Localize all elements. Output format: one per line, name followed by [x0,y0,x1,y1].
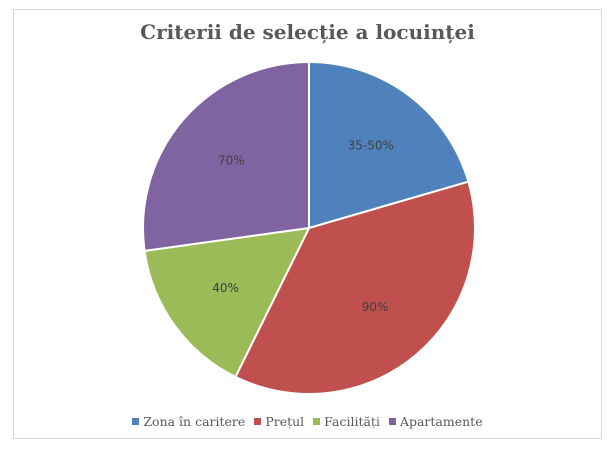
legend-label-pretul: Prețul [265,414,305,429]
pie-slice-apartamente [142,60,310,253]
chart-frame: Criterii de selecție a locuinței 35-50% 9… [13,9,602,439]
legend-entry-apartamente: Apartamente [388,414,483,429]
legend-swatch-apartamente [388,418,396,425]
slice-label-zona: 35-50% [348,139,394,153]
slice-label-apartamente: 70% [218,153,245,167]
pie-slice-facilitati [143,226,311,379]
slice-label-pretul: 90% [362,300,389,314]
pie-slice-pretul [234,180,476,395]
legend-entry-pretul: Prețul [254,414,304,429]
legend-label-facilitati: Facilități [324,414,380,429]
legend-entry-zona: Zona în caritere [132,414,245,429]
legend-label-apartamente: Apartamente [399,414,483,429]
legend-swatch-facilitati [313,418,321,425]
legend-label-zona: Zona în caritere [143,414,246,429]
legend-entry-facilitati: Facilități [313,414,380,429]
slice-label-facilitati: 40% [212,281,239,295]
pie-slice-zona [308,60,470,230]
legend: Zona în caritere Prețul Facilități Apartame… [14,414,601,429]
legend-swatch-pretul [254,418,262,425]
chart-title: Criterii de selecție a locuinței [140,20,475,44]
legend-swatch-zona [132,418,140,425]
pie-chart: 35-50% 90% 40% 70% [142,60,476,395]
